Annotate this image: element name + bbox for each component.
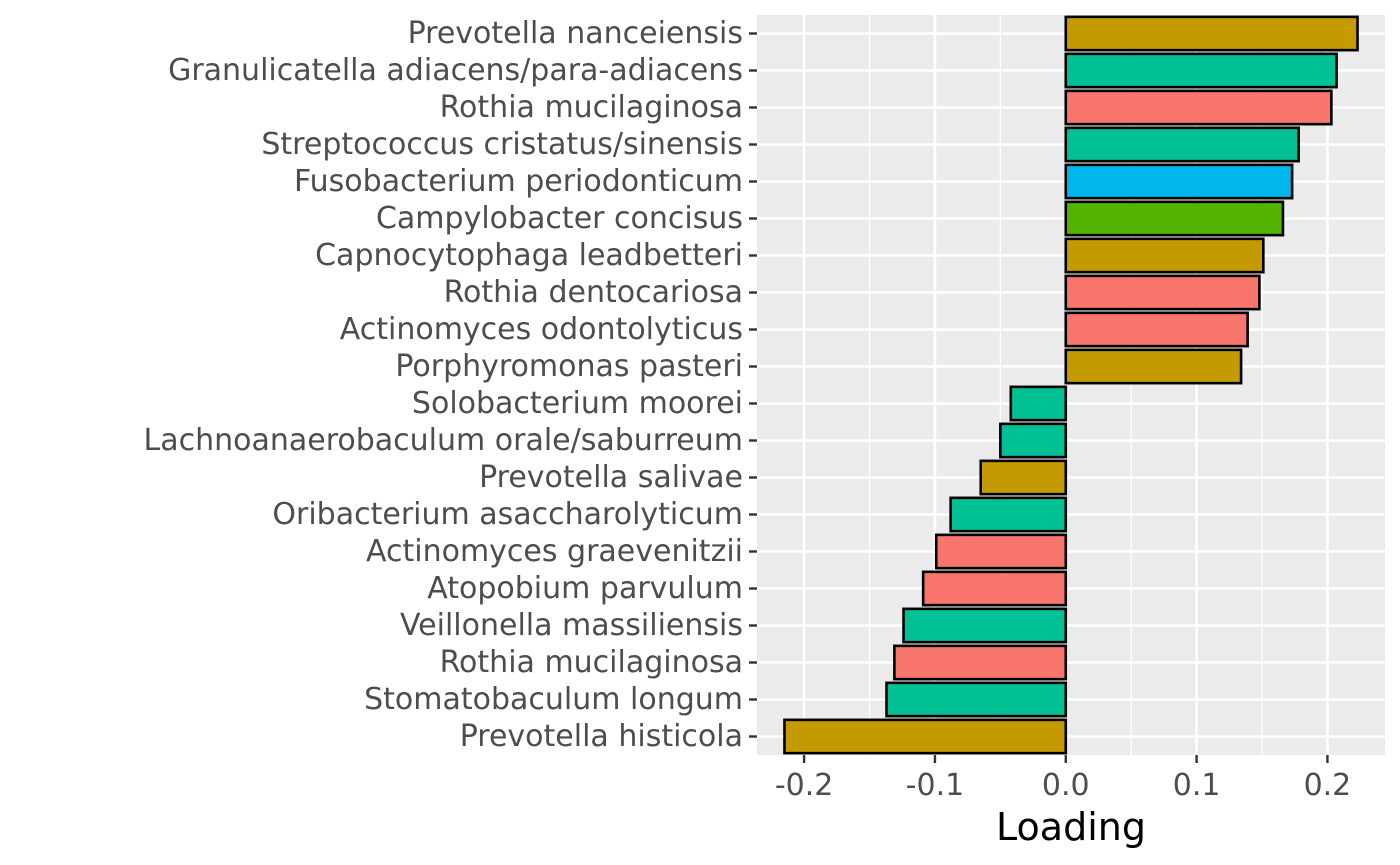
y-tick-label: Streptococcus cristatus/sinensis bbox=[261, 127, 743, 162]
y-tick-label: Oribacterium asaccharolyticum bbox=[272, 497, 743, 532]
bar bbox=[1064, 52, 1338, 89]
y-tick-label: Rothia mucilaginosa bbox=[440, 645, 743, 680]
bar bbox=[1009, 385, 1068, 422]
y-tick-label: Actinomyces odontolyticus bbox=[340, 312, 743, 347]
x-axis-title: Loading bbox=[996, 805, 1146, 849]
bar bbox=[979, 459, 1068, 496]
bar bbox=[921, 570, 1068, 607]
x-tick-label: 0.2 bbox=[1304, 768, 1352, 803]
x-tick-label: -0.1 bbox=[906, 768, 965, 803]
y-tick-label: Stomatobaculum longum bbox=[364, 682, 743, 717]
bar bbox=[1064, 200, 1285, 237]
y-tick-label: Rothia mucilaginosa bbox=[440, 90, 743, 125]
y-tick-label: Solobacterium moorei bbox=[412, 386, 743, 421]
plot-panel bbox=[757, 15, 1385, 755]
bar bbox=[893, 644, 1068, 681]
y-tick-label: Granulicatella adiacens/para-adiacens bbox=[168, 53, 743, 88]
y-tick-label: Veillonella massiliensis bbox=[400, 608, 743, 643]
bar bbox=[1064, 15, 1359, 52]
y-tick-label: Prevotella nanceiensis bbox=[408, 16, 743, 51]
y-tick-label: Porphyromonas pasteri bbox=[395, 349, 743, 384]
bars bbox=[783, 15, 1359, 755]
bar bbox=[1064, 237, 1265, 274]
y-tick-label: Capnocytophaga leadbetteri bbox=[315, 238, 743, 273]
x-tick-label: -0.2 bbox=[775, 768, 834, 803]
bar bbox=[783, 718, 1068, 755]
y-tick-label: Rothia dentocariosa bbox=[444, 275, 743, 310]
y-tick-label: Actinomyces graevenitzii bbox=[366, 534, 743, 569]
bar bbox=[1064, 274, 1261, 311]
bar bbox=[949, 496, 1068, 533]
bar bbox=[1064, 311, 1249, 348]
y-tick-label: Fusobacterium periodonticum bbox=[294, 164, 743, 199]
bar bbox=[1064, 126, 1300, 163]
x-tick-label: 0.1 bbox=[1173, 768, 1221, 803]
x-axis: -0.2 -0.1 0.0 0.1 0.2 bbox=[775, 755, 1351, 803]
bar bbox=[902, 607, 1068, 644]
bar bbox=[1064, 89, 1333, 126]
y-tick-label: Prevotella salivae bbox=[479, 460, 743, 495]
y-tick-label: Campylobacter concisus bbox=[376, 201, 743, 236]
y-tick-label: Prevotella histicola bbox=[460, 719, 743, 754]
x-tick-label: 0.0 bbox=[1042, 768, 1090, 803]
y-tick-label: Atopobium parvulum bbox=[427, 571, 743, 606]
bar bbox=[885, 681, 1068, 718]
bar bbox=[1064, 163, 1294, 200]
bar bbox=[934, 533, 1068, 570]
bar bbox=[1064, 348, 1243, 385]
bar bbox=[999, 422, 1068, 459]
y-tick-label: Lachnoanaerobaculum orale/saburreum bbox=[143, 423, 743, 458]
